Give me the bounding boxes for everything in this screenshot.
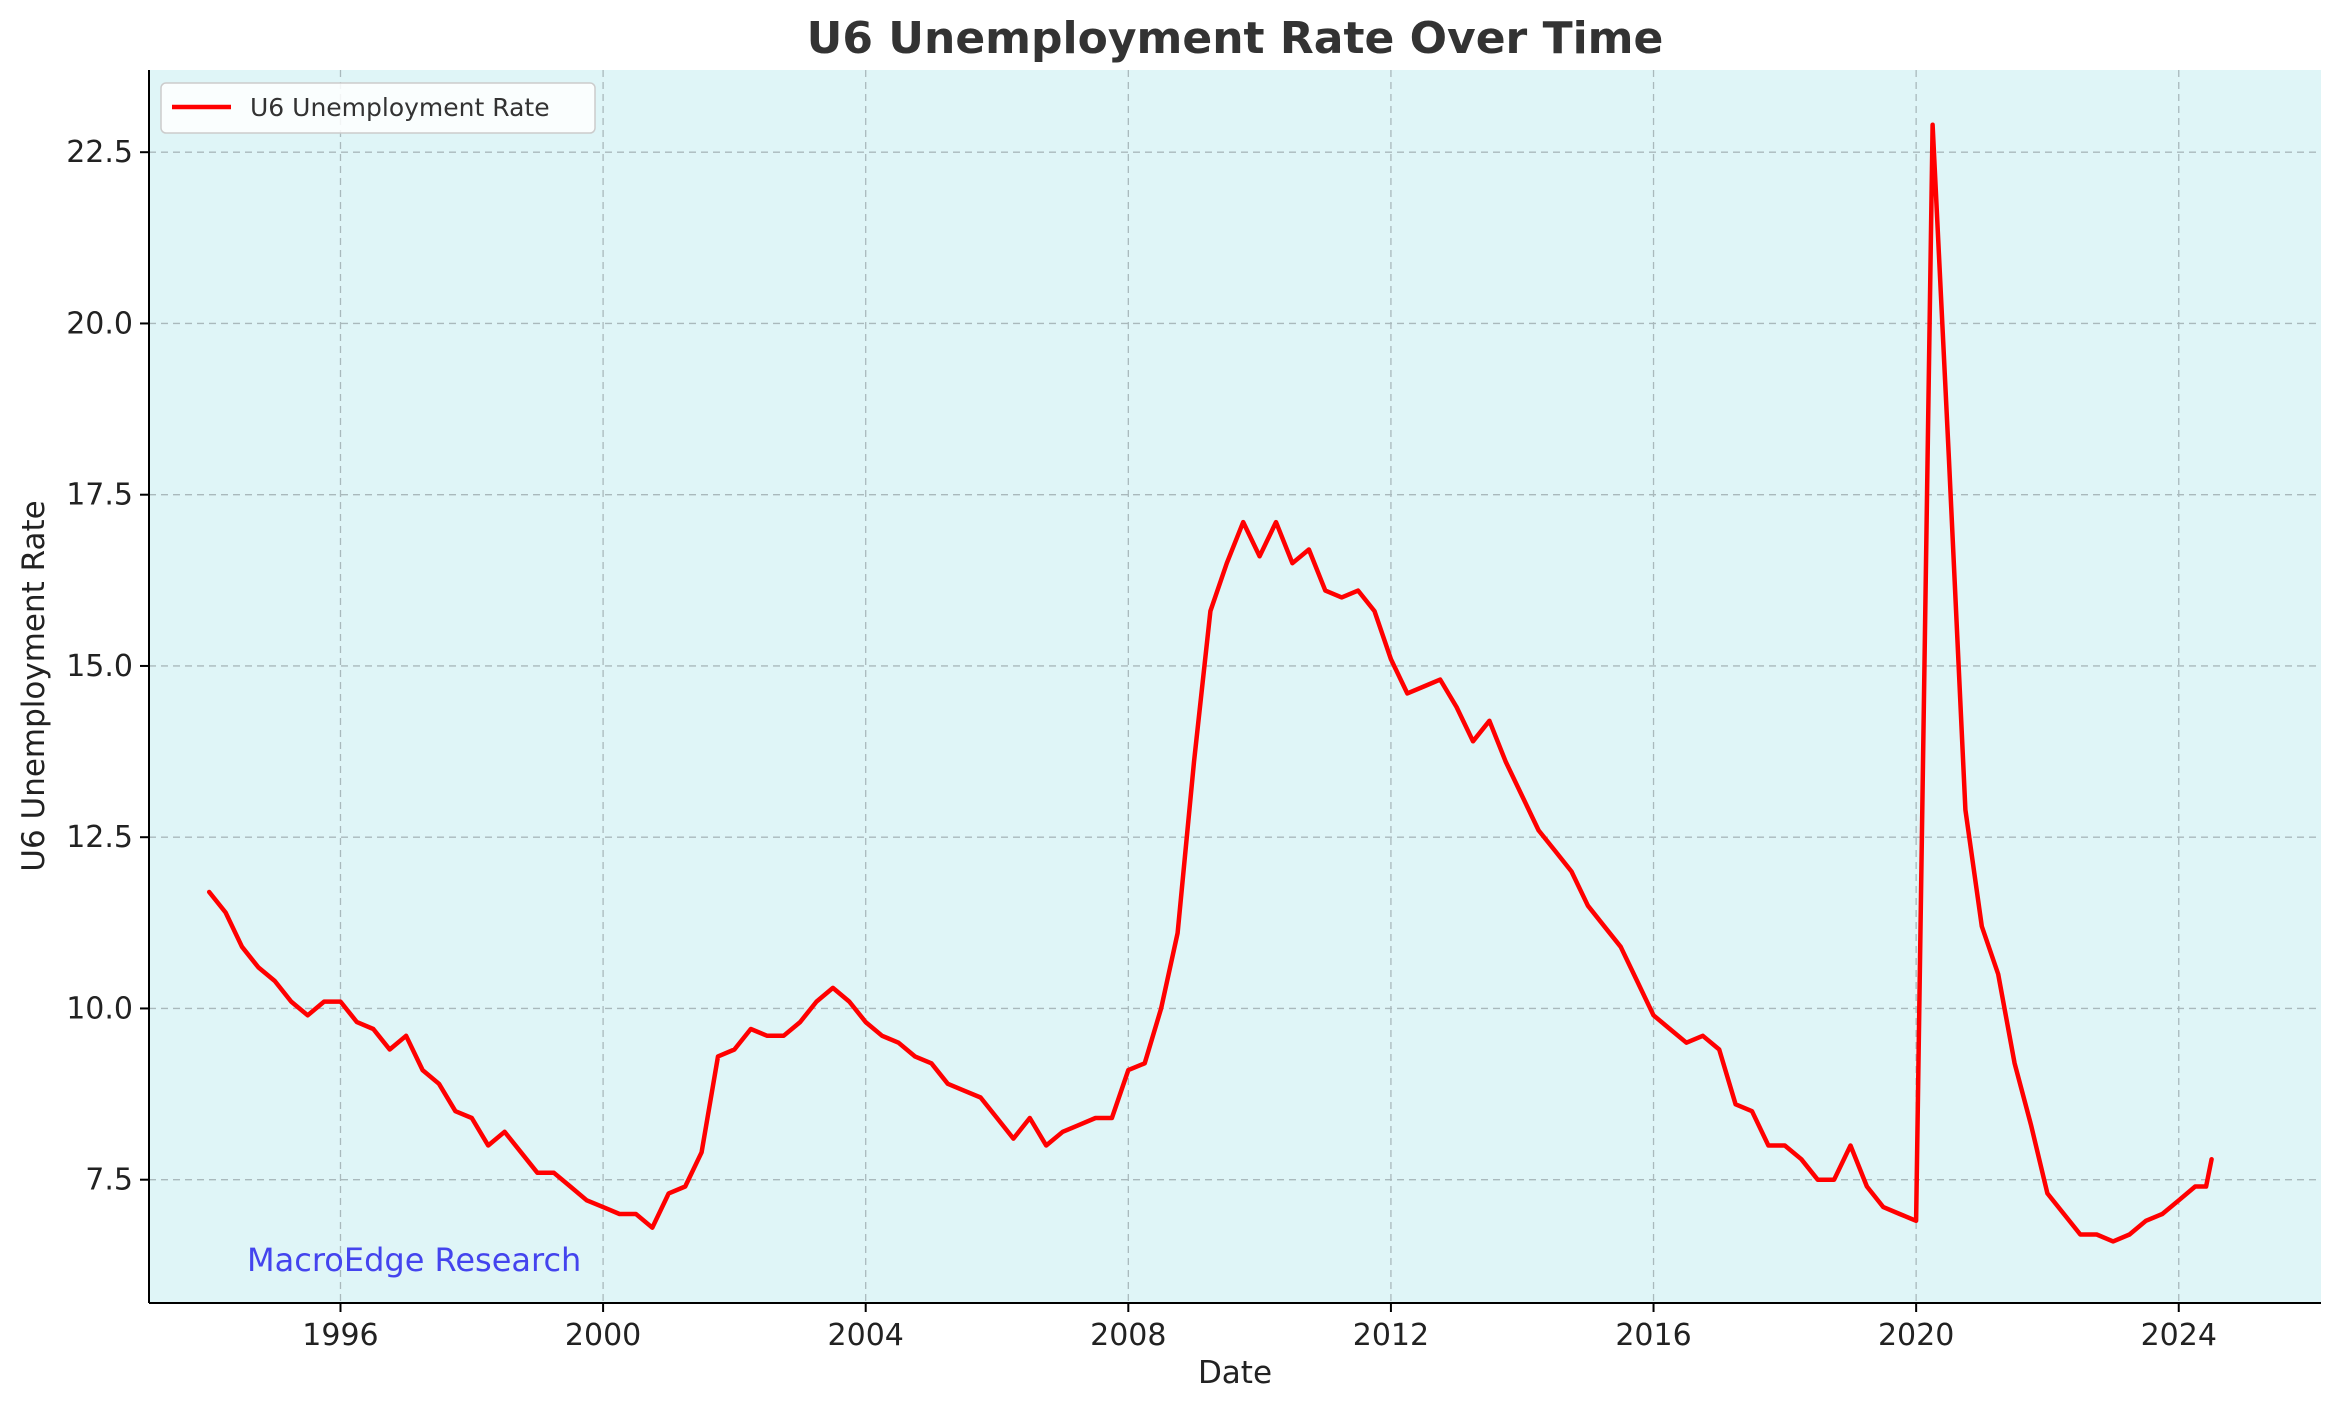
plot-area — [149, 70, 2321, 1303]
y-tick-label: 17.5 — [66, 478, 133, 513]
series-line-u6-unemployment-rate — [206, 122, 2214, 1244]
x-tick-label: 1996 — [302, 1318, 378, 1353]
x-tick-label: 2000 — [565, 1318, 641, 1353]
watermark: MacroEdge Research — [247, 1241, 581, 1279]
x-tick-labels: 1996 2000 2004 2008 2012 2016 2020 2024 — [302, 1318, 2217, 1353]
x-tick-label: 2004 — [828, 1318, 904, 1353]
y-tick-label: 12.5 — [66, 820, 133, 855]
x-tick-label: 2016 — [1615, 1318, 1691, 1353]
legend-box — [160, 82, 596, 134]
y-tick-label: 15.0 — [66, 649, 133, 684]
y-tick-labels: 7.5 10.0 12.5 15.0 17.5 20.0 22.5 — [66, 135, 133, 1198]
chart-title: U6 Unemployment Rate Over Time — [807, 13, 1664, 64]
legend-label: U6 Unemployment Rate — [250, 93, 550, 122]
y-tick-label: 20.0 — [66, 306, 133, 341]
y-axis-label: U6 Unemployment Rate — [16, 500, 52, 872]
x-tick-label: 2008 — [1090, 1318, 1166, 1353]
y-tick-label: 7.5 — [85, 1163, 133, 1198]
x-axis-label: Date — [1198, 1355, 1272, 1391]
series-line-layer — [206, 122, 2214, 1244]
y-tick-label: 22.5 — [66, 135, 133, 170]
grid — [149, 70, 2321, 1303]
x-tick-label: 2012 — [1353, 1318, 1429, 1353]
legend: U6 Unemployment Rate — [160, 82, 596, 134]
x-tick-label: 2024 — [2141, 1318, 2217, 1353]
x-tick-label: 2020 — [1878, 1318, 1954, 1353]
y-tick-label: 10.0 — [66, 991, 133, 1026]
axes — [140, 70, 2321, 1312]
